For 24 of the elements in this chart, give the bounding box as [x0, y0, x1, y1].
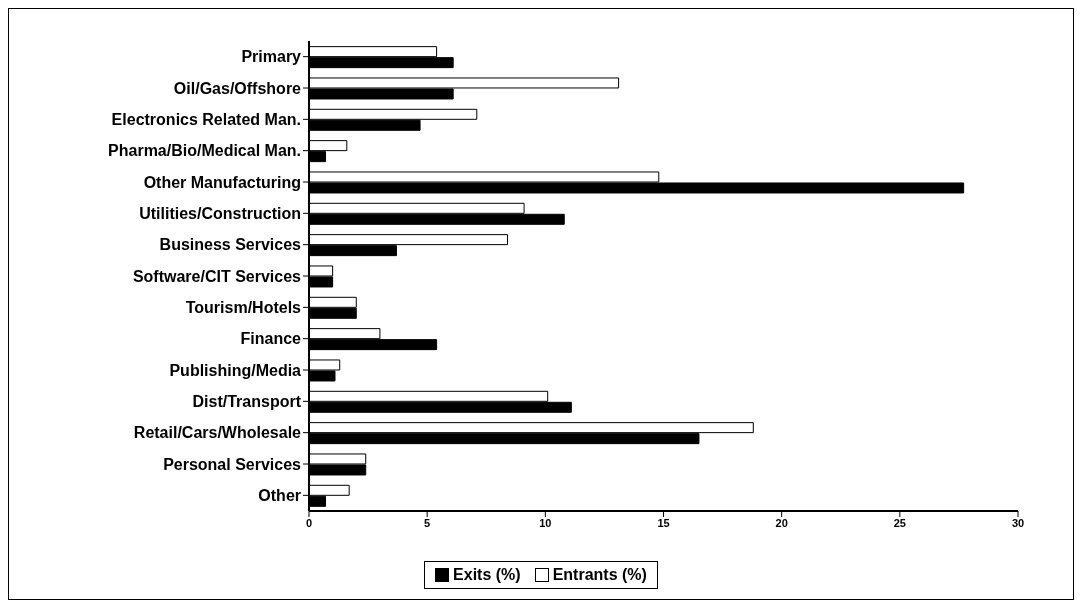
- y-tick-label: Oil/Gas/Offshore: [173, 79, 302, 97]
- y-tick-label: Business Services: [159, 236, 302, 254]
- legend-label: Exits (%): [453, 566, 521, 584]
- y-tick-label: Publishing/Media: [169, 361, 302, 379]
- y-tick-label: Electronics Related Man.: [111, 111, 301, 129]
- x-tick-label: 20: [775, 516, 788, 529]
- x-tick-label: 15: [657, 516, 670, 529]
- x-tick-label: 30: [1011, 516, 1025, 529]
- y-tick-label: Pharma/Bio/Medical Man.: [108, 142, 301, 160]
- x-tick-label: 5: [424, 516, 431, 529]
- y-tick-label: Primary: [241, 48, 302, 66]
- y-tick-label: Software/CIT Services: [132, 267, 302, 285]
- legend-label: Entrants (%): [552, 566, 647, 584]
- y-tick-label: Tourism/Hotels: [185, 299, 302, 317]
- y-tick-label: Other Manufacturing: [143, 173, 301, 191]
- y-tick-label: Personal Services: [163, 455, 302, 473]
- y-tick-label: Dist/Transport: [192, 393, 302, 411]
- y-tick-label: Utilities/Construction: [139, 205, 301, 223]
- y-tick-label: Retail/Cars/Wholesale: [133, 424, 302, 442]
- y-tick-label: Finance: [240, 330, 302, 348]
- x-tick-label: 0: [305, 516, 313, 529]
- x-tick-label: 25: [893, 516, 906, 529]
- x-tick-label: 10: [539, 516, 552, 529]
- y-tick-label: Other: [258, 487, 301, 505]
